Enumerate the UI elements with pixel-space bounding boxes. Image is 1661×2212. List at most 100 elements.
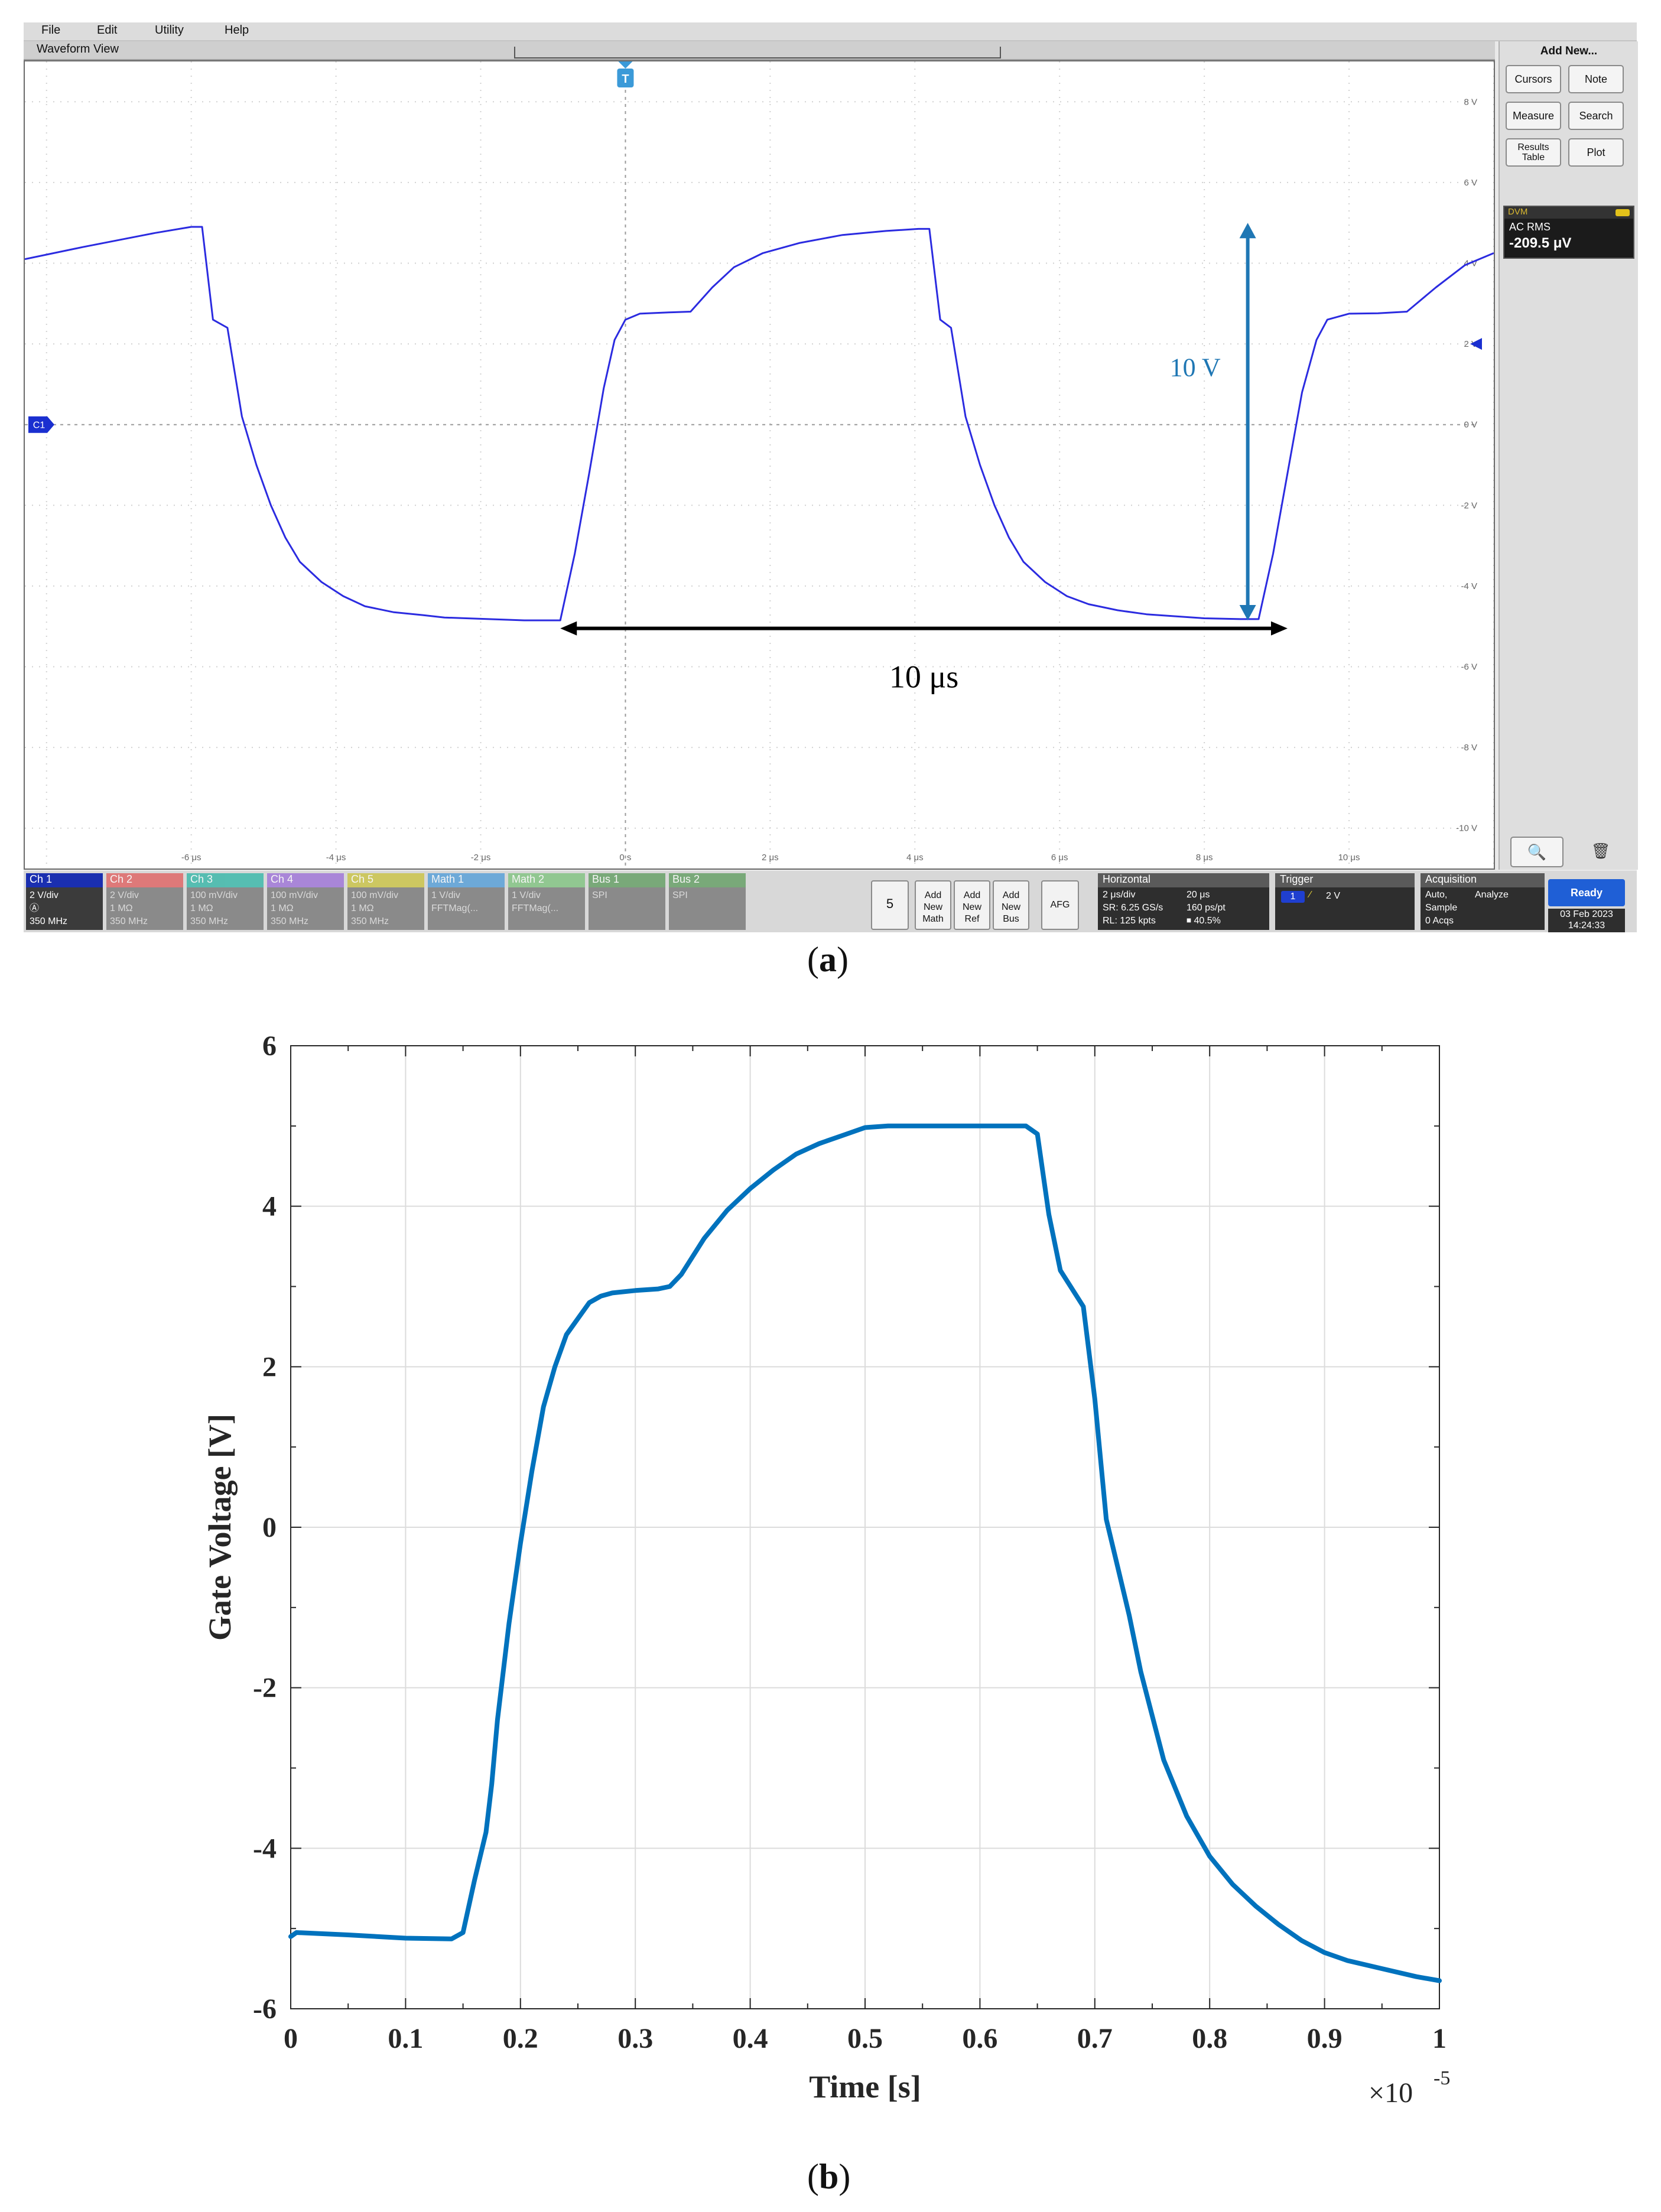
channel-badge-ch-3[interactable]: Ch 3 100 mV/div 1 MΩ 350 MHz [187,873,264,930]
channel-badge-math-2[interactable]: Math 2 1 V/div FFTMag(... [508,873,585,930]
horizontal-title: Horizontal [1098,873,1269,887]
channel-setting-line: SPI [672,890,688,900]
y-tick-label: 2 V [1464,339,1477,349]
resolution: 160 ps/pt [1187,903,1226,913]
channel-name: Bus 1 [589,873,665,887]
add-new-math-button[interactable]: Add New Math [915,880,951,930]
results-table-button[interactable]: Results Table [1506,138,1561,167]
x-tick-label: 10 μs [1338,853,1360,863]
channel-badge-math-1[interactable]: Math 1 1 V/div FFTMag(... [428,873,505,930]
gate-voltage-line [288,1123,1442,1983]
voltage-arrow-head-bottom [1239,604,1256,620]
channel-setting-line: 1 MΩ [190,903,213,913]
y-tick-label: -4 V [1461,581,1477,591]
measure-button[interactable]: Measure [1506,102,1561,130]
trigger-level-marker-icon [1470,338,1482,350]
time-arrow-head-left [560,621,577,636]
channel-setting-line: 350 MHz [271,916,309,926]
acquisition-badge[interactable]: Acquisition Auto, Analyze Sample 0 Acqs [1421,873,1545,930]
channel-setting-line: 350 MHz [110,916,148,926]
y-tick-label: 2 [262,1351,277,1382]
trigger-marker-label: T [622,73,629,86]
waveform-view-title: Waveform View [37,43,119,56]
channel-name: Ch 4 [267,873,344,887]
add-new-title: Add New... [1540,45,1598,57]
channel-settings: 100 mV/div 1 MΩ 350 MHz [267,887,344,930]
trigger-badge[interactable]: Trigger 1 ∕ 2 V [1275,873,1415,930]
x-tick-label: 1 [1432,2023,1447,2054]
channel-1-marker-icon: C1 [28,416,54,433]
waveform-plot-area[interactable]: -6 μs -4 μs -2 μs 0 s 2 μs 4 μs 6 μs 8 μs 10 μs 8… [24,60,1495,870]
menu-utility[interactable]: Utility [155,24,184,37]
channel-1-trace [25,226,1494,622]
bottom-settings-bar: Ch 1 2 V/div Ⓐ 350 MHz Ch 2 2 V/div 1 MΩ 350 MH… [24,871,1637,932]
zoom-icon[interactable]: 🔍 [1510,837,1564,867]
note-button[interactable]: Note [1568,65,1624,93]
channel-badge-bus-1[interactable]: Bus 1 SPI [589,873,665,930]
x-tick-label: 8 μs [1196,853,1213,863]
voltage-annotation: 10 V [1170,353,1221,382]
horizontal-duration: 20 μs [1187,890,1210,900]
channel-setting-line: 2 V/div [110,890,139,900]
y-tick-label: -2 [253,1673,277,1704]
gate-voltage-chart: 0 0.1 0.2 0.3 0.4 0.5 0.6 0.7 0.8 0.9 1 -6 -4 -2 0 2 4 6 T… [202,1030,1450,2109]
plot-button[interactable]: Plot [1568,138,1624,167]
cursors-button[interactable]: Cursors [1506,65,1561,93]
channel-settings: SPI [589,887,665,930]
menu-file[interactable]: File [41,24,61,37]
search-button[interactable]: Search [1568,102,1624,130]
dvm-header: DVM [1504,207,1633,219]
waveform-count-button[interactable]: 5 [871,880,909,930]
menu-edit[interactable]: Edit [97,24,118,37]
channel-marker-shape [28,416,54,433]
x-axis-multiplier: ×10 [1369,2077,1413,2109]
channel-name: Math 1 [428,873,505,887]
ready-status-badge[interactable]: Ready [1548,879,1625,906]
dvm-value: -209.5 μV [1509,235,1572,251]
channel-setting-line: Ⓐ [30,903,40,913]
channel-badge-ch-4[interactable]: Ch 4 100 mV/div 1 MΩ 350 MHz [267,873,344,930]
trigger-level: 2 V [1326,891,1341,901]
x-tick-label: 0.9 [1307,2023,1343,2054]
acq-mode: Auto, [1425,890,1448,900]
menu-help[interactable]: Help [225,24,249,37]
horizontal-scale: 2 μs/div [1103,890,1136,900]
x-tick-label: 2 μs [762,853,779,863]
horizontal-badge[interactable]: Horizontal 2 μs/div 20 μs SR: 6.25 GS/s … [1098,873,1269,930]
channel-setting-line: 1 MΩ [271,903,294,913]
trigger-arrow-icon [618,61,633,69]
sample-rate: SR: 6.25 GS/s [1103,903,1163,913]
right-panel: Add New... Cursors Note Measure Search R… [1499,41,1638,870]
x-axis-label: Time [s] [809,2069,921,2104]
dvm-badge[interactable]: DVM AC RMS -209.5 μV [1503,206,1634,259]
y-tick-label: -6 [253,1993,277,2025]
trash-icon[interactable]: 🗑 [1591,842,1611,860]
afg-button[interactable]: AFG [1041,880,1079,930]
channel-setting-line: SPI [592,890,607,900]
channel-setting-line: 2 V/div [30,890,58,900]
channel-settings: SPI [669,887,746,930]
channel-setting-line: 1 MΩ [351,903,374,913]
y-tick-label: 4 [262,1191,277,1222]
add-new-ref-button[interactable]: Add New Ref [954,880,990,930]
channel-badge-bus-2[interactable]: Bus 2 SPI [669,873,746,930]
record-overview-bar[interactable] [514,47,1001,58]
channel-badge-ch-1[interactable]: Ch 1 2 V/div Ⓐ 350 MHz [26,873,103,930]
channel-name: Math 2 [508,873,585,887]
menu-bar: File Edit Utility Help [24,22,1637,41]
y-axis-label: Gate Voltage [V] [202,1414,238,1641]
record-length: RL: 125 kpts [1103,916,1156,926]
add-new-bus-button[interactable]: Add New Bus [993,880,1029,930]
y-tick-label: -2 V [1461,500,1477,510]
x-tick-label: 0.2 [503,2023,538,2054]
channel-badge-ch-2[interactable]: Ch 2 2 V/div 1 MΩ 350 MHz [106,873,183,930]
x-tick-label: 0 [284,2023,298,2054]
x-tick-label: 0.3 [617,2023,653,2054]
channel-name: Ch 1 [26,873,103,887]
voltage-arrow-head-top [1239,223,1256,239]
channel-setting-line: 1 MΩ [110,903,133,913]
x-tick-label: 6 μs [1051,853,1068,863]
waveform-view-header: Waveform View [24,41,1495,60]
channel-badge-ch-5[interactable]: Ch 5 100 mV/div 1 MΩ 350 MHz [347,873,424,930]
time-text: 14:24:33 [1568,920,1605,931]
